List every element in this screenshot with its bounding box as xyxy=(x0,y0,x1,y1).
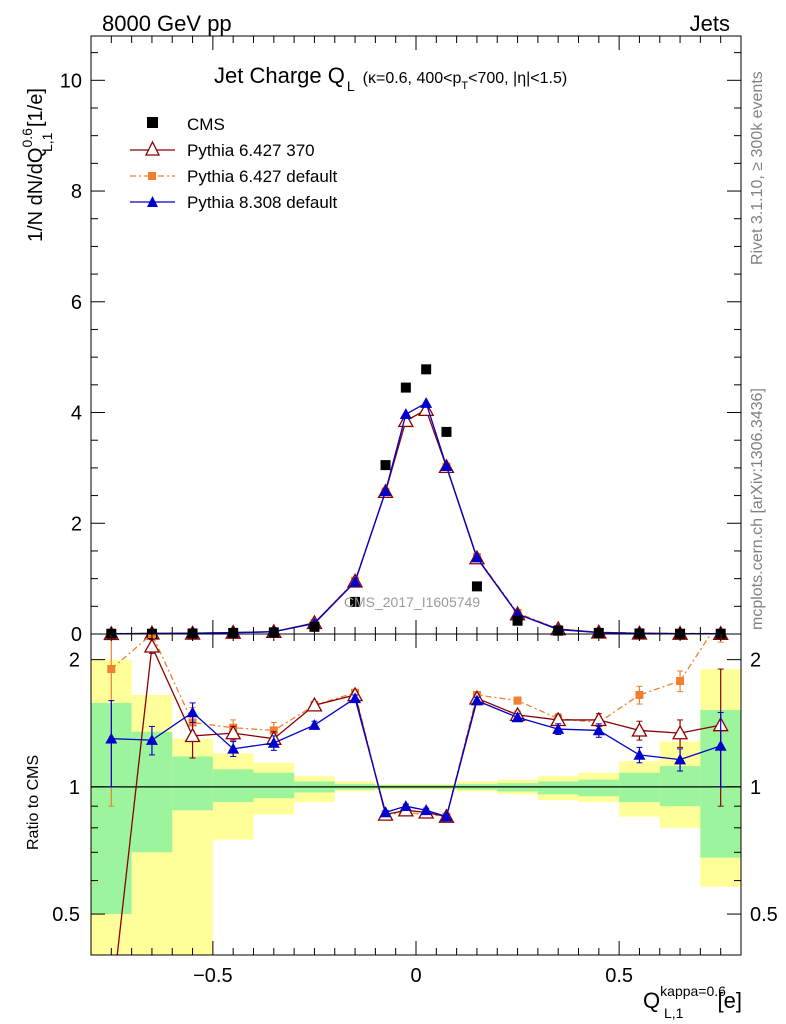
ratio-panel: −0.5 0 0.5 0.5 0.5 1 1 2 2 Ratio to CMS xyxy=(25,615,778,1014)
ratio-point-py6-def xyxy=(717,615,725,623)
legend-marker-cms xyxy=(147,117,158,128)
ratio-point-py8-def xyxy=(399,800,412,811)
main-y-tick-label: 4 xyxy=(71,403,82,425)
ratio-point-py6-def xyxy=(676,677,685,686)
point-cms xyxy=(421,364,432,375)
ratio-point-py6-def xyxy=(635,690,644,699)
ratio-line-py8-def xyxy=(111,697,721,818)
main-y-label: 1/N dN/dQ0.6 L,1 [1/e] xyxy=(19,88,55,242)
ratio-y-tick-label: 1 xyxy=(69,777,80,799)
ratio-point-py8-def xyxy=(145,734,158,745)
point-cms xyxy=(309,621,320,632)
analysis-watermark: CMS_2017_I1605749 xyxy=(344,594,480,610)
ratio-axes: −0.5 0 0.5 0.5 0.5 1 1 2 2 xyxy=(52,634,778,987)
uncertainty-band-inner xyxy=(253,772,295,799)
rivet-version-label: Rivet 3.1.10, ≥ 300k events xyxy=(749,71,766,265)
point-py8-def xyxy=(379,485,392,496)
ratio-line-py6-def xyxy=(110,634,712,818)
legend-label-py8-default: Pythia 8.308 default xyxy=(187,193,338,212)
legend-marker-py8-default xyxy=(147,196,158,207)
process-label: Jets xyxy=(690,11,730,36)
ratio-point-py8-def xyxy=(633,748,646,760)
ratio-point-py6-def xyxy=(107,665,116,674)
mcplots-label: mcplots.cern.ch [arXiv:1306.3436] xyxy=(749,388,766,630)
energy-label: 8000 GeV pp xyxy=(102,11,232,36)
ratio-y-label: Ratio to CMS xyxy=(25,755,42,850)
legend-marker-py6-370 xyxy=(144,140,161,156)
main-y-tick-label: 2 xyxy=(71,513,82,535)
x-axis-label: Qkappa=0.6 L,1 [e] xyxy=(643,983,742,1021)
point-py8-def xyxy=(349,575,362,587)
ratio-point-py6-370 xyxy=(671,724,689,740)
ratio-point-py8-def xyxy=(511,711,524,723)
point-cms xyxy=(441,426,452,437)
ratio-point-py8-def xyxy=(105,732,118,744)
main-y-tick-label: 8 xyxy=(71,181,82,203)
ratio-point-py8-def xyxy=(592,724,605,736)
ratio-point-py8-def xyxy=(714,739,727,751)
ratio-plot-area xyxy=(91,615,741,1014)
point-cms xyxy=(350,596,361,607)
ratio-y-tick-label: 2 xyxy=(69,650,80,672)
point-cms xyxy=(471,581,482,592)
ratio-point-py8-def xyxy=(674,753,687,765)
uncertainty-band-inner xyxy=(659,766,701,807)
ratio-point-py6-370 xyxy=(104,1001,118,1014)
point-py8-def xyxy=(399,408,412,419)
legend-label-cms: CMS xyxy=(187,115,225,134)
ratio-point-py8-def xyxy=(186,706,199,718)
ratio-y-tick-label: 0.5 xyxy=(52,904,80,926)
ratio-y-tick-label-right: 1 xyxy=(750,777,761,799)
ratio-point-py6-def xyxy=(513,696,522,705)
ratio-point-py8-def xyxy=(420,804,433,816)
legend-label-py6-370: Pythia 6.427 370 xyxy=(187,141,315,160)
legend-marker-py6-default xyxy=(148,172,156,180)
main-axes: 0 2 4 6 8 10 xyxy=(60,36,742,646)
point-cms xyxy=(400,382,411,393)
ratio-y-tick-label-right: 0.5 xyxy=(750,904,778,926)
uncertainty-band-inner xyxy=(212,769,254,803)
point-py8-def xyxy=(420,397,433,408)
ratio-point-py8-def xyxy=(349,692,362,704)
ratio-point-py8-def xyxy=(552,723,565,734)
legend-label-py6-default: Pythia 6.427 default xyxy=(187,167,338,186)
point-py8-def xyxy=(470,551,483,563)
ratio-point-py8-def xyxy=(440,810,453,822)
uncertainty-band-inner xyxy=(537,781,579,795)
x-tick-label: 0.5 xyxy=(605,965,633,987)
ratio-point-py6-370 xyxy=(184,727,201,743)
point-py8-def xyxy=(440,460,453,472)
main-y-tick-label: 10 xyxy=(60,70,82,92)
ratio-point-py8-def xyxy=(379,806,392,818)
legend: CMS Pythia 6.427 370 Pythia 6.427 defaul… xyxy=(130,115,338,212)
x-tick-label: 0 xyxy=(410,965,421,987)
ratio-point-py8-def xyxy=(470,694,483,706)
ratio-point-py8-def xyxy=(267,736,280,748)
series-line-py8-def xyxy=(111,402,721,635)
main-title: Jet Charge Q L (κ=0.6, 400<pT<700, |η|<1.5… xyxy=(214,63,567,94)
point-cms xyxy=(512,615,523,626)
uncertainty-band-inner xyxy=(578,779,620,797)
main-y-tick-label: 0 xyxy=(71,624,82,646)
main-panel: 0 2 4 6 8 10 Jet Charge Q L (κ=0.6, 400<pT<700,… xyxy=(19,35,742,646)
ratio-point-py6-370 xyxy=(631,722,648,737)
ratio-y-tick-label-right: 2 xyxy=(750,650,761,672)
x-tick-label: −0.5 xyxy=(193,965,232,987)
point-py6-370 xyxy=(397,412,414,428)
point-cms xyxy=(380,460,391,471)
ratio-point-py8-def xyxy=(227,742,240,754)
uncertainty-band-inner xyxy=(172,756,213,811)
ratio-line-py6-370 xyxy=(116,643,721,955)
ratio-point-py6-370 xyxy=(306,696,323,712)
ratio-point-py8-def xyxy=(308,719,321,730)
main-y-tick-label: 6 xyxy=(71,292,82,314)
ratio-point-py6-370 xyxy=(143,638,161,653)
ratio-point-py6-370 xyxy=(225,724,242,740)
